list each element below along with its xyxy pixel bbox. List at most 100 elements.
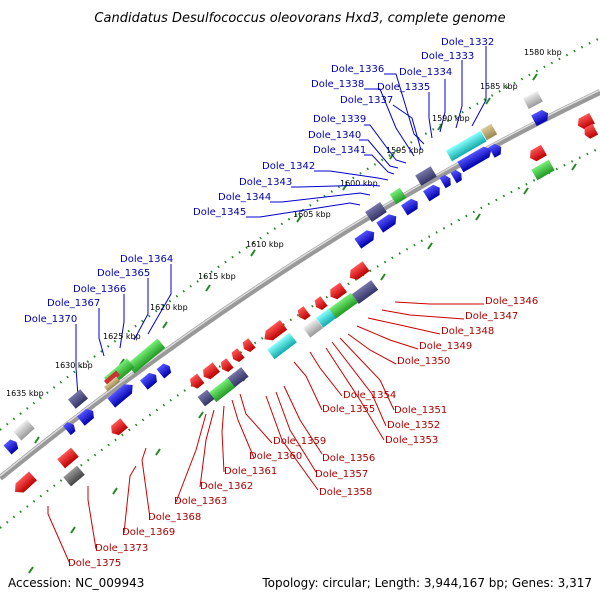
genome-backbone-highlight: [0, 89, 600, 477]
gene-label[interactable]: Dole_1368: [148, 512, 201, 523]
tick-label: 1630 kbp: [55, 361, 93, 370]
gene-label[interactable]: Dole_1365: [97, 268, 150, 279]
inner-ring: [0, 147, 600, 529]
reverse-gene: [189, 373, 205, 389]
forward-gene-labels: Dole_1332 Dole_1333 Dole_1334 Dole_1335 …: [24, 37, 494, 325]
reverse-gene: [351, 280, 379, 304]
gene-label[interactable]: Dole_1353: [385, 435, 438, 446]
gene-label[interactable]: Dole_1373: [95, 543, 148, 554]
gene-label[interactable]: Dole_1335: [377, 82, 430, 93]
gene-label[interactable]: Dole_1375: [68, 558, 121, 569]
map-title: Candidatus Desulfococcus oleovorans Hxd3…: [94, 11, 505, 26]
gene-label[interactable]: Dole_1346: [485, 296, 538, 307]
reverse-gene: [531, 159, 555, 181]
gene-label[interactable]: Dole_1332: [441, 37, 494, 48]
reverse-gene: [231, 348, 245, 362]
gene-label[interactable]: Dole_1338: [311, 79, 364, 90]
forward-gene: [77, 408, 94, 426]
forward-features: [3, 90, 549, 455]
forward-gene: [365, 201, 387, 223]
reverse-gene: [208, 377, 236, 403]
gene-label[interactable]: Dole_1340: [308, 130, 361, 141]
reverse-gene: [267, 332, 297, 360]
forward-leader-lines: [75, 46, 487, 397]
forward-gene: [480, 123, 498, 141]
gene-label[interactable]: Dole_1348: [441, 326, 494, 337]
genome-summary-text: Topology: circular; Length: 3,944,167 bp…: [261, 576, 592, 590]
gene-label[interactable]: Dole_1350: [397, 356, 450, 367]
gene-label[interactable]: Dole_1363: [174, 496, 227, 507]
forward-gene: [156, 363, 172, 379]
gene-label[interactable]: Dole_1361: [224, 466, 277, 477]
forward-gene: [126, 338, 166, 374]
forward-gene: [445, 130, 487, 162]
forward-gene: [439, 174, 451, 189]
gene-label[interactable]: Dole_1362: [200, 481, 253, 492]
tick-label: 1585 kbp: [480, 82, 518, 91]
reverse-gene: [328, 292, 358, 320]
gene-label[interactable]: Dole_1354: [343, 390, 396, 401]
forward-gene: [354, 230, 375, 249]
reverse-features: [15, 112, 599, 493]
gene-label[interactable]: Dole_1359: [273, 436, 326, 447]
gene-label[interactable]: Dole_1349: [419, 341, 472, 352]
forward-gene: [401, 198, 418, 216]
reverse-gene: [349, 261, 370, 280]
tick-label: 1635 kbp: [6, 389, 44, 398]
accession-text: Accession: NC_009943: [8, 576, 144, 590]
reverse-gene: [316, 308, 336, 328]
reverse-gene: [530, 144, 547, 162]
forward-gene: [523, 90, 543, 110]
gene-label[interactable]: Dole_1339: [313, 114, 366, 125]
gene-label[interactable]: Dole_1347: [465, 311, 518, 322]
gene-label[interactable]: Dole_1344: [218, 192, 271, 203]
reverse-gene: [203, 362, 220, 380]
reverse-gene: [57, 447, 79, 469]
gene-label[interactable]: Dole_1357: [315, 469, 368, 480]
gene-label[interactable]: Dole_1333: [421, 51, 474, 62]
gene-label[interactable]: Dole_1352: [387, 420, 440, 431]
tick-label: 1615 kbp: [198, 272, 236, 281]
gene-label[interactable]: Dole_1356: [322, 453, 375, 464]
forward-gene: [531, 109, 549, 127]
gene-label[interactable]: Dole_1370: [24, 314, 77, 325]
reverse-gene: [314, 296, 328, 310]
forward-gene: [140, 372, 157, 390]
reverse-gene: [303, 318, 323, 338]
forward-gene: [376, 214, 397, 233]
gene-label[interactable]: Dole_1343: [239, 177, 292, 188]
forward-gene: [423, 184, 440, 202]
gene-label[interactable]: Dole_1366: [73, 284, 126, 295]
tick-label: 1590 kbp: [432, 114, 470, 123]
forward-gene: [450, 169, 462, 184]
tick-label: 1600 kbp: [340, 179, 378, 188]
forward-gene: [389, 187, 407, 205]
gene-label[interactable]: Dole_1364: [120, 254, 173, 265]
gene-label[interactable]: Dole_1369: [122, 527, 175, 538]
forward-gene: [103, 370, 121, 386]
gene-label[interactable]: Dole_1358: [319, 487, 372, 498]
reverse-gene: [242, 338, 256, 352]
gene-label[interactable]: Dole_1351: [394, 405, 447, 416]
tick-label: 1605 kbp: [293, 210, 331, 219]
reverse-leader-lines: [47, 301, 484, 565]
gene-label[interactable]: Dole_1341: [313, 145, 366, 156]
gene-label[interactable]: Dole_1360: [249, 451, 302, 462]
gene-label[interactable]: Dole_1334: [399, 67, 452, 78]
forward-gene: [488, 143, 502, 158]
gene-label[interactable]: Dole_1337: [340, 95, 393, 106]
gene-label[interactable]: Dole_1342: [262, 161, 315, 172]
reverse-gene: [15, 471, 37, 493]
gene-label[interactable]: Dole_1355: [322, 404, 375, 415]
reverse-gene: [330, 282, 347, 300]
reverse-gene: [584, 123, 599, 139]
gene-label[interactable]: Dole_1345: [193, 207, 246, 218]
gene-label[interactable]: Dole_1367: [47, 298, 100, 309]
gene-label[interactable]: Dole_1336: [331, 64, 384, 75]
tick-label: 1620 kbp: [150, 303, 188, 312]
forward-gene: [107, 384, 133, 408]
tick-label: 1610 kbp: [246, 240, 284, 249]
reverse-gene: [220, 358, 234, 372]
reverse-gene-labels: Dole_1346 Dole_1347 Dole_1348 Dole_1349 …: [68, 296, 538, 569]
